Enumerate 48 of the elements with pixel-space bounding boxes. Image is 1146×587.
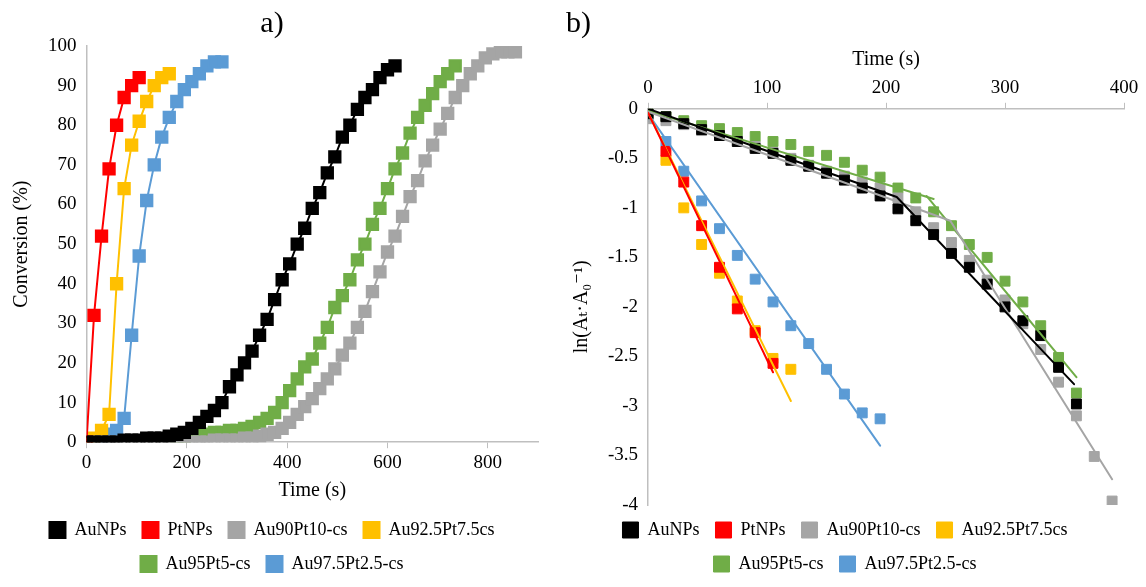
- y-tick-label: 90: [57, 73, 77, 95]
- y-tick-label: 20: [57, 350, 77, 372]
- y-tick-label: -4: [622, 492, 639, 514]
- legend-label: Au92.5Pt7.5cs: [961, 518, 1068, 539]
- x-tick-label: 400: [1109, 76, 1139, 98]
- x-tick-label: 100: [752, 76, 782, 98]
- y-axis-title: ln(Aₜ·A₀⁻¹): [569, 260, 593, 354]
- y-tick-label: 0: [67, 430, 77, 452]
- legend-label: Au97.5Pt2.5-cs: [864, 552, 977, 573]
- legend-label: Au97.5Pt2.5-cs: [291, 552, 404, 573]
- legend-label: Au92.5Pt7.5cs: [388, 518, 495, 539]
- y-tick-label: -1.5: [608, 245, 639, 267]
- legend-label: Au90Pt10-cs: [826, 518, 921, 539]
- y-tick-label: -2: [622, 294, 639, 316]
- y-tick-label: 10: [57, 390, 77, 412]
- x-tick-label: 400: [272, 450, 302, 472]
- legend-label: AuNPs: [647, 518, 700, 539]
- x-tick-label: 200: [871, 76, 901, 98]
- y-tick-label: 40: [57, 271, 77, 293]
- y-tick-label: 30: [57, 311, 77, 333]
- y-tick-label: 80: [57, 113, 77, 135]
- legend-label: Au95Pt5-cs: [738, 552, 824, 573]
- y-tick-label: -0.5: [608, 146, 639, 168]
- legend-label: PtNPs: [740, 518, 786, 539]
- y-tick-label: 0: [628, 96, 639, 118]
- legend-label: PtNPs: [167, 518, 213, 539]
- legend-label: AuNPs: [74, 518, 127, 539]
- y-tick-label: 60: [57, 192, 77, 214]
- x-axis-title: Time (s): [852, 47, 920, 71]
- x-tick-label: 0: [81, 450, 92, 472]
- y-axis-title: Conversion (%): [9, 180, 33, 308]
- y-tick-label: -2.5: [608, 344, 639, 366]
- chart-title: a): [260, 4, 284, 39]
- y-tick-label: -3: [622, 393, 639, 415]
- x-tick-label: 200: [172, 450, 202, 472]
- x-tick-label: 800: [473, 450, 503, 472]
- y-tick-label: 50: [57, 232, 77, 254]
- x-tick-label: 300: [990, 76, 1020, 98]
- legend-label: Au95Pt5-cs: [165, 552, 251, 573]
- y-tick-label: -3.5: [608, 443, 639, 465]
- y-tick-label: 70: [57, 152, 77, 174]
- y-tick-label: -1: [622, 195, 639, 217]
- x-axis-title: Time (s): [278, 478, 347, 502]
- x-tick-label: 600: [373, 450, 402, 472]
- x-tick-label: 0: [643, 76, 653, 98]
- chart-title: b): [566, 4, 591, 39]
- legend-label: Au90Pt10-cs: [253, 518, 348, 539]
- y-tick-label: 100: [48, 33, 77, 55]
